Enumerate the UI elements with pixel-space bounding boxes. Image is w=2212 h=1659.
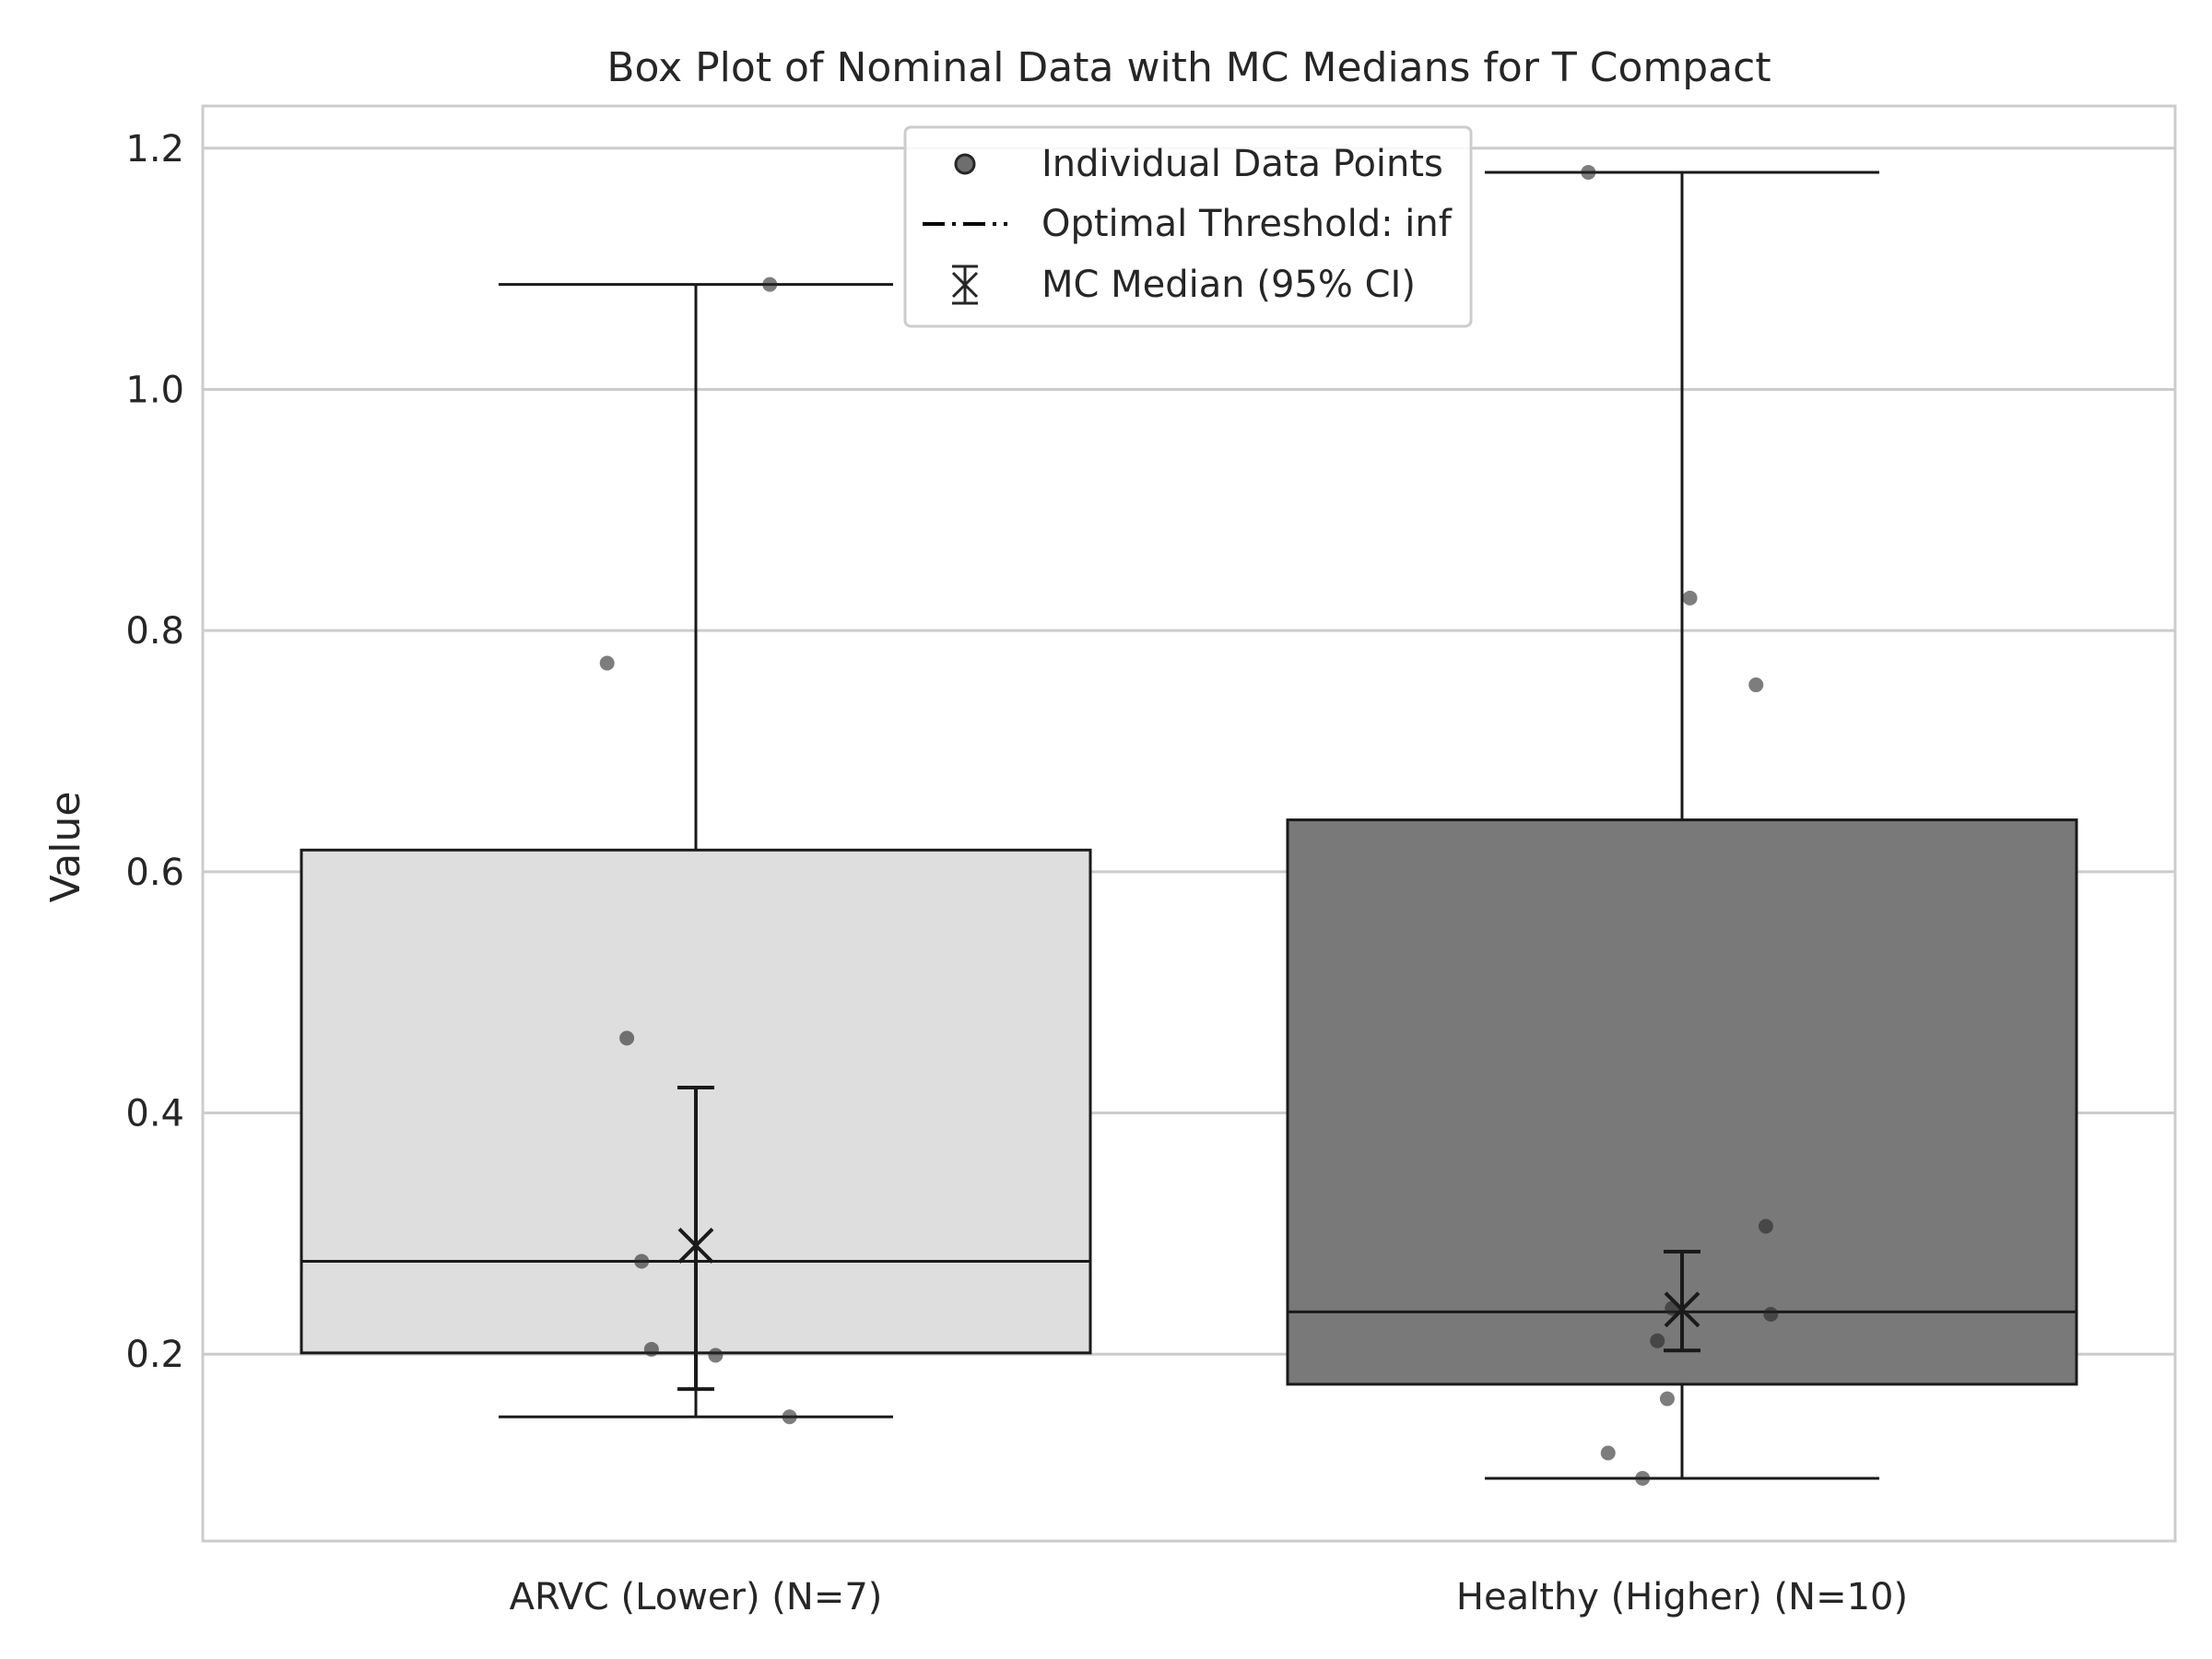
data-point (1682, 590, 1698, 606)
axis-ticks: 0.2 0.4 0.6 0.8 1.0 1.2 ARVC (Lower) (N=7) Heal… (125, 128, 1908, 1618)
mc-median-errorbar (1664, 1249, 1700, 1353)
mc-median-errorbar (677, 1086, 714, 1392)
legend-frame (903, 125, 1473, 328)
y-tick-label: 1.2 (125, 128, 184, 171)
data-point (1635, 1470, 1651, 1486)
x-tick-label: Healthy (Higher) (N=10) (1456, 1576, 1908, 1618)
data-point (782, 1409, 797, 1425)
legend-mc-median-marker (951, 265, 979, 305)
data-point (634, 1253, 650, 1269)
data-point (1650, 1333, 1665, 1348)
data-points (599, 164, 1779, 1486)
data-point (1763, 1307, 1779, 1323)
y-tick-label: 0.6 (125, 852, 184, 894)
y-axis-label: Value (42, 792, 89, 903)
data-point (1600, 1445, 1616, 1461)
data-point (599, 655, 615, 671)
data-point (1581, 164, 1596, 180)
plot-area-frame (201, 104, 2177, 1543)
data-point (708, 1347, 724, 1363)
data-point (643, 1341, 659, 1357)
chart-title: Box Plot of Nominal Data with MC Medians… (606, 44, 1771, 91)
y-tick-label: 0.4 (125, 1093, 184, 1135)
y-tick-label: 1.0 (125, 369, 184, 411)
data-point (1748, 677, 1764, 693)
data-point (762, 276, 778, 292)
y-tick-label: 0.2 (125, 1334, 184, 1376)
x-tick-label: ARVC (Lower) (N=7) (510, 1576, 883, 1618)
legend-point-marker (954, 153, 976, 175)
data-point (1659, 1391, 1675, 1406)
legend-label-mc-median: MC Median (95% CI) (1041, 264, 1416, 306)
y-tick-label: 0.8 (125, 610, 184, 653)
legend-label-threshold: Optimal Threshold: inf (1041, 203, 1453, 245)
legend-label-points: Individual Data Points (1041, 143, 1443, 185)
data-point (1758, 1218, 1773, 1234)
legend: Individual Data Points Optimal Threshold… (903, 125, 1473, 328)
data-point (619, 1030, 635, 1046)
mc-medians (677, 1086, 1700, 1392)
